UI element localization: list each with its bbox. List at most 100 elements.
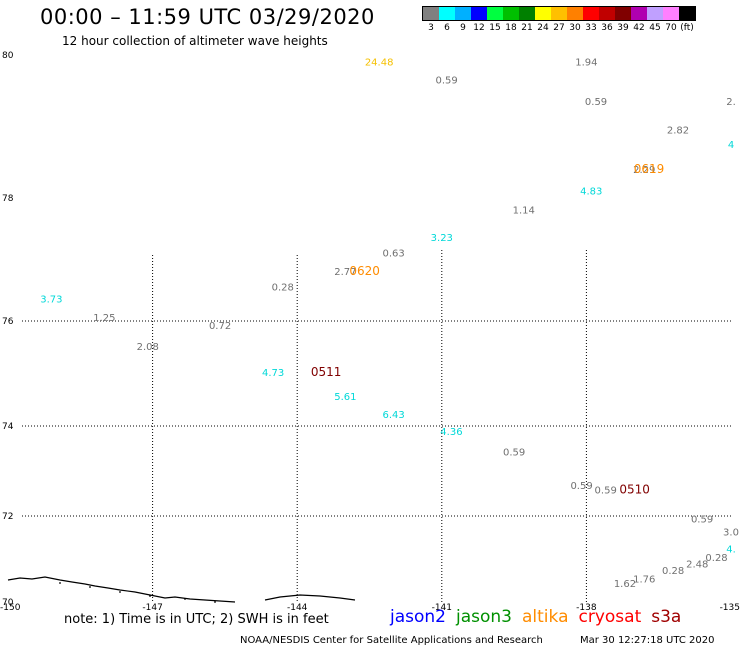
- color-scale-labels: 3 6 9 12 15 18 21 24 27 30 33 36 39 42 45 70 (ft): [422, 23, 696, 37]
- latitude-tick-label: 74: [2, 422, 14, 432]
- coastline: [7, 576, 236, 603]
- wave-height-value: 4: [728, 140, 734, 151]
- wave-height-value: 1.25: [93, 313, 115, 324]
- wave-height-value: 6.43: [382, 410, 404, 421]
- wave-height-value: 1.94: [575, 58, 597, 69]
- wave-height-value: 2.29: [633, 165, 655, 176]
- color-scale-bar: [422, 6, 696, 21]
- color-swatch: [519, 7, 535, 20]
- page-subtitle: 12 hour collection of altimeter wave hei…: [62, 34, 328, 48]
- color-scale-label: 30: [569, 23, 581, 33]
- color-swatch: [455, 7, 471, 20]
- coastline: [264, 594, 356, 601]
- mission-label: altika: [522, 607, 569, 627]
- mission-label: jason2: [390, 607, 446, 627]
- wave-height-value: 4.73: [262, 368, 284, 379]
- latitude-tick-label: 70: [2, 598, 14, 608]
- color-swatch: [599, 7, 615, 20]
- color-swatch: [423, 7, 439, 20]
- color-swatch: [487, 7, 503, 20]
- wave-height-value: 0.59: [570, 481, 592, 492]
- longitude-tick-label: -144: [287, 603, 308, 613]
- wave-height-value: 0.72: [209, 321, 231, 332]
- wave-height-value: 2.08: [137, 342, 159, 353]
- latitude-tick-label: 78: [2, 194, 14, 204]
- color-swatch: [439, 7, 455, 20]
- color-swatch: [551, 7, 567, 20]
- color-scale-label: 12: [473, 23, 485, 33]
- color-scale-label: 18: [505, 23, 517, 33]
- color-swatch: [471, 7, 487, 20]
- color-scale-unit: (ft): [680, 23, 694, 33]
- color-swatch: [535, 7, 551, 20]
- wave-height-color-scale: 3 6 9 12 15 18 21 24 27 30 33 36 39 42 45 70 (ft): [422, 6, 696, 37]
- color-scale-label: 3: [428, 23, 434, 33]
- mission-label: cryosat: [578, 607, 642, 627]
- longitude-tick-label: -147: [142, 603, 162, 613]
- longitude-tick-label: -135: [720, 603, 740, 613]
- page-title: 00:00 – 11:59 UTC 03/29/2020: [40, 5, 375, 29]
- wave-height-value: 0.28: [662, 566, 684, 577]
- color-scale-label: 24: [537, 23, 549, 33]
- color-scale-label: 42: [633, 23, 645, 33]
- color-swatch: [567, 7, 583, 20]
- color-scale-label: 36: [601, 23, 613, 33]
- wave-height-value: 1.76: [633, 575, 655, 586]
- wave-height-value: 1.62: [614, 579, 636, 590]
- latitude-tick-label: 80: [2, 51, 14, 61]
- coastline-island: [149, 595, 151, 597]
- coastline-island: [184, 598, 186, 600]
- latitude-tick-label: 76: [2, 317, 14, 327]
- color-scale-label: 39: [617, 23, 629, 33]
- coastline-island: [119, 591, 121, 593]
- wave-height-value: 0.59: [585, 97, 607, 108]
- color-swatch: [631, 7, 647, 20]
- mission-label: jason3: [456, 607, 512, 627]
- pass-time-label: 0511: [311, 365, 342, 379]
- wave-height-value: 0.59: [691, 514, 713, 525]
- color-scale-label: 70: [665, 23, 677, 33]
- longitude-tick-label: -150: [0, 603, 21, 613]
- wave-height-value: 3.0: [723, 527, 739, 538]
- wave-height-value: 4.83: [580, 186, 602, 197]
- wave-height-value: 2.48: [686, 560, 708, 571]
- generated-timestamp: Mar 30 12:27:18 UTC 2020: [580, 635, 715, 646]
- longitude-tick-label: -138: [576, 603, 597, 613]
- pass-time-label: 0510: [619, 483, 650, 497]
- wave-height-value: 0.28: [705, 553, 727, 564]
- wave-height-value: 0.63: [382, 248, 404, 259]
- color-scale-label: 33: [585, 23, 597, 33]
- mission-legend: jason2 jason3 altika cryosat s3a: [390, 607, 691, 627]
- coastline-island: [89, 586, 91, 588]
- wave-height-value: 0.59: [503, 447, 525, 458]
- wave-height-value: 2.77: [334, 267, 356, 278]
- wave-height-value: 1.14: [513, 205, 535, 216]
- footnote: note: 1) Time is in UTC; 2) SWH is in fe…: [64, 612, 329, 627]
- credit-line: NOAA/NESDIS Center for Satellite Applica…: [240, 635, 543, 646]
- coastline-island: [214, 601, 216, 603]
- color-swatch: [647, 7, 663, 20]
- color-swatch: [679, 7, 695, 20]
- color-scale-label: 6: [444, 23, 450, 33]
- wave-height-value: 3.73: [40, 295, 62, 306]
- coastline-island: [59, 582, 61, 584]
- color-scale-label: 15: [489, 23, 501, 33]
- color-scale-label: 9: [460, 23, 466, 33]
- wave-height-value: 2.: [726, 97, 736, 108]
- latitude-tick-label: 72: [2, 512, 13, 522]
- wave-height-value: 4.36: [440, 427, 462, 438]
- wave-height-value: 0.59: [595, 486, 617, 497]
- color-scale-label: 21: [521, 23, 533, 33]
- color-scale-label: 45: [649, 23, 661, 33]
- color-swatch: [615, 7, 631, 20]
- wave-height-value: 4.: [726, 545, 736, 556]
- wave-height-value: 24.48: [365, 58, 394, 69]
- wave-height-value: 3.23: [431, 233, 453, 244]
- longitude-tick-label: -141: [432, 603, 452, 613]
- color-swatch: [503, 7, 519, 20]
- mission-label: s3a: [651, 607, 682, 627]
- color-swatch: [583, 7, 599, 20]
- wave-height-value: 0.28: [272, 282, 294, 293]
- color-scale-label: 27: [553, 23, 565, 33]
